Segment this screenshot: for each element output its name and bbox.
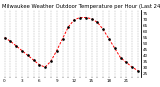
Text: Milwaukee Weather Outdoor Temperature per Hour (Last 24 Hours): Milwaukee Weather Outdoor Temperature pe… xyxy=(2,4,160,9)
